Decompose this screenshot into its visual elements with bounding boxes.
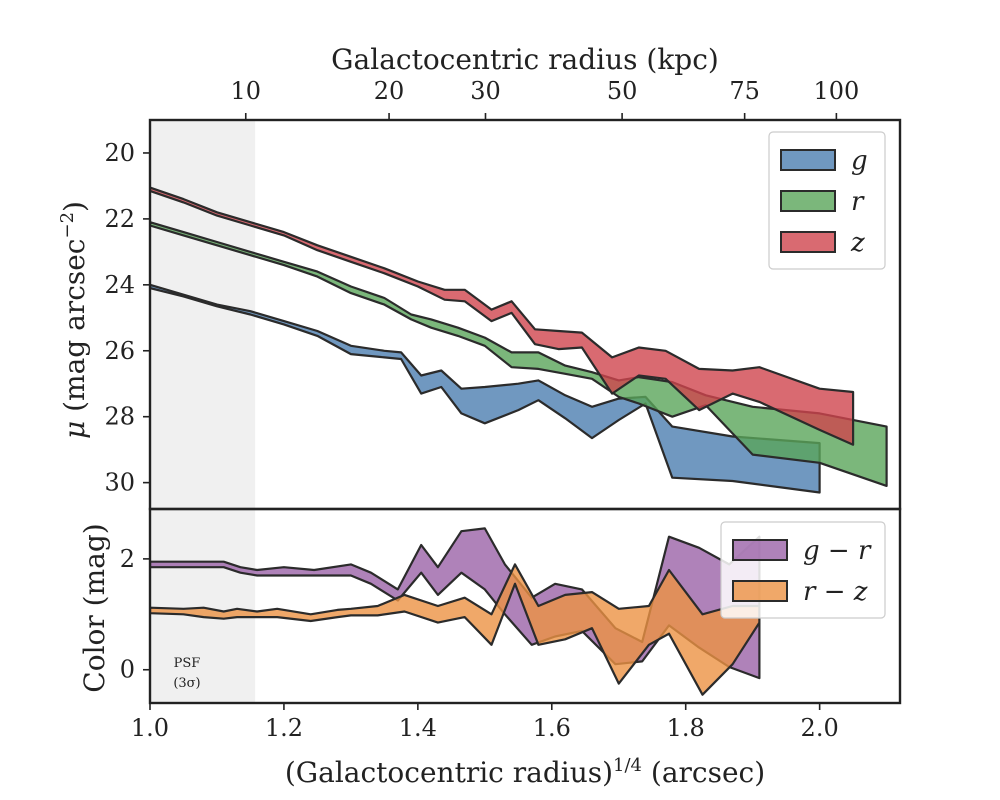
band-g <box>150 283 821 494</box>
axis-ticks: 1.0 1.2 1.4 1.6 1.8 2.010 20 30 50 75 100202224262… <box>104 77 859 742</box>
top-x-tick-label: 30 <box>470 77 501 105</box>
y-tick-label: 20 <box>104 139 135 167</box>
bottom-y-axis-title: Color (mag) <box>78 523 111 692</box>
top-x-tick-label: 20 <box>374 77 405 105</box>
band-z <box>150 186 855 446</box>
legend-top: grz <box>768 131 886 270</box>
bottom-panel-frame <box>148 507 902 705</box>
psf-label-line1: PSF <box>174 656 201 671</box>
legend-bottom: g − r r − z <box>720 521 886 619</box>
color-y-tick-label: 2 <box>120 545 135 573</box>
color-y-tick-label: 0 <box>120 656 135 684</box>
x-tick-label: 1.0 <box>131 714 169 742</box>
x-tick-label: 1.4 <box>399 714 437 742</box>
x-tick-label: 2.0 <box>801 714 839 742</box>
x-tick-label: 1.6 <box>533 714 571 742</box>
legend-label-g-r: g − r <box>803 536 872 566</box>
legend-label-z: z <box>850 228 865 258</box>
psf-shaded-region-bottom <box>150 509 256 703</box>
legend-label-r: r <box>851 187 865 217</box>
psf-label-line2: (3σ) <box>173 676 200 691</box>
color-bands <box>150 527 761 696</box>
y-tick-label: 22 <box>104 205 135 233</box>
x-axis-title: (Galactocentric radius)1/4 (arcsec) <box>285 755 765 789</box>
x-tick-label: 1.2 <box>265 714 303 742</box>
surface-brightness-bands <box>150 186 888 494</box>
top-x-tick-label: 50 <box>607 77 638 105</box>
legend-swatch-r <box>780 190 836 212</box>
y-tick-label: 30 <box>104 469 135 497</box>
legend-swatch-g-r <box>732 539 788 561</box>
band-r-z <box>150 563 761 696</box>
top-x-tick-label: 10 <box>230 77 261 105</box>
y-tick-label: 24 <box>104 271 135 299</box>
top-x-tick-label: 100 <box>813 77 859 105</box>
legend-label-g: g <box>851 146 868 176</box>
legend-swatch-g <box>780 149 836 171</box>
legend-swatch-z <box>780 231 836 253</box>
top-y-axis-title: μ (mag arcsec−2) <box>57 201 91 439</box>
y-tick-label: 28 <box>104 403 135 431</box>
top-axis-title: Galactocentric radius (kpc) <box>331 43 719 76</box>
x-tick-label: 1.8 <box>667 714 705 742</box>
band-r <box>150 221 888 487</box>
y-tick-label: 26 <box>104 337 135 365</box>
top-x-tick-label: 75 <box>729 77 760 105</box>
legend-swatch-r-z <box>732 580 788 602</box>
psf-shaded-region-top <box>150 120 256 509</box>
legend-label-r-z: r − z <box>803 577 868 607</box>
